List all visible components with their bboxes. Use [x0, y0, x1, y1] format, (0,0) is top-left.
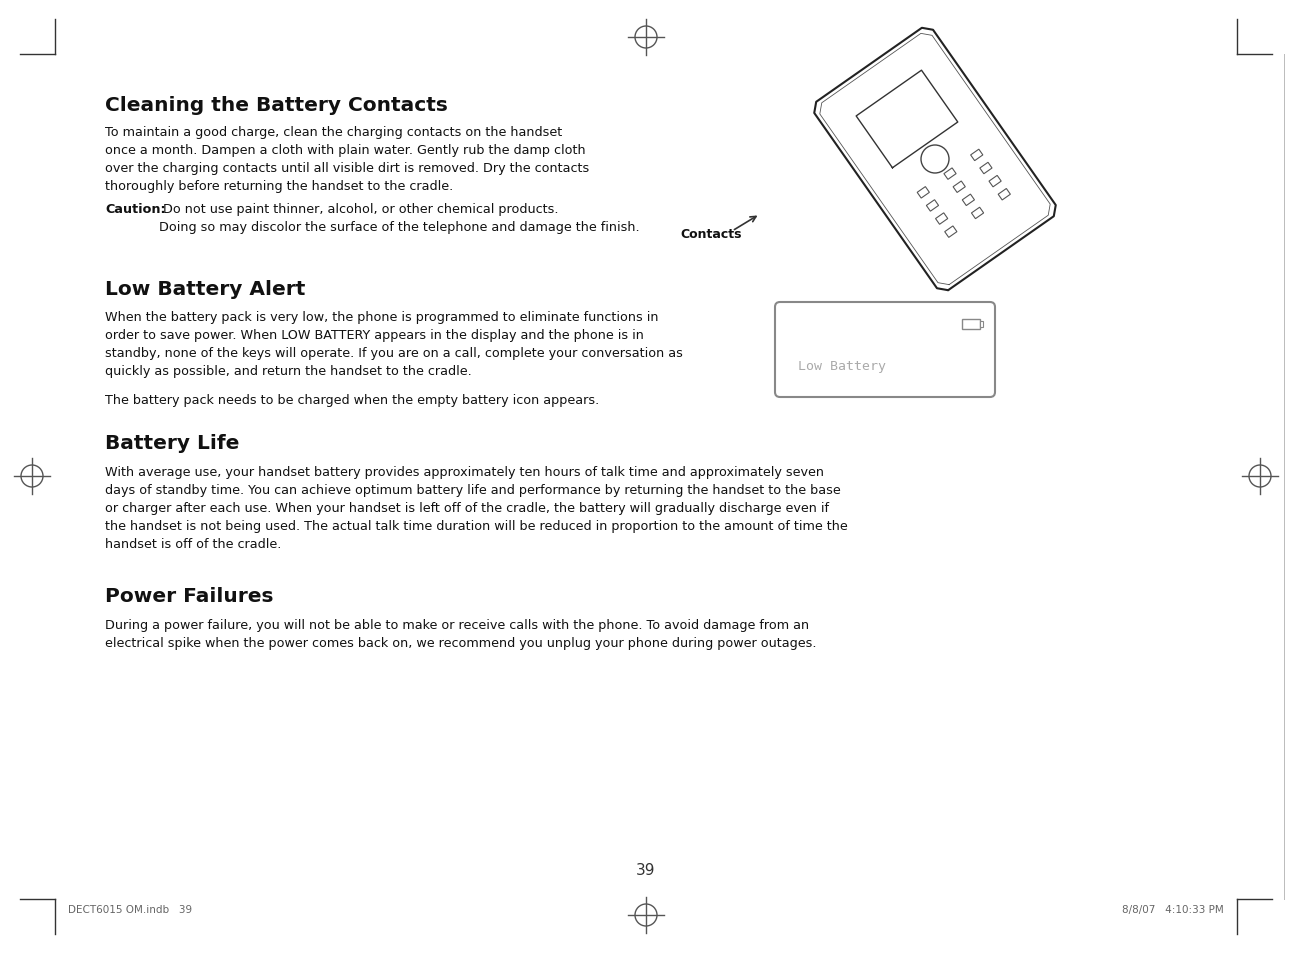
Bar: [953, 182, 965, 193]
Bar: [944, 169, 956, 180]
Bar: [935, 213, 948, 225]
Bar: [972, 208, 983, 219]
Text: Low Battery: Low Battery: [798, 359, 886, 373]
Text: Low Battery Alert: Low Battery Alert: [105, 280, 305, 298]
Text: Contacts: Contacts: [680, 228, 742, 241]
Text: 8/8/07   4:10:33 PM: 8/8/07 4:10:33 PM: [1123, 904, 1224, 914]
Text: 39: 39: [636, 862, 656, 877]
Bar: [979, 163, 992, 174]
Text: Power Failures: Power Failures: [105, 586, 274, 605]
Text: Caution:: Caution:: [105, 203, 165, 215]
Text: Do not use paint thinner, alcohol, or other chemical products.
Doing so may disc: Do not use paint thinner, alcohol, or ot…: [159, 203, 640, 233]
Bar: [926, 200, 938, 212]
Bar: [999, 190, 1010, 201]
Text: DECT6015 OM.indb   39: DECT6015 OM.indb 39: [68, 904, 193, 914]
Bar: [970, 150, 983, 161]
Bar: [917, 188, 929, 199]
Text: Battery Life: Battery Life: [105, 434, 239, 453]
Bar: [963, 195, 974, 207]
Bar: [988, 176, 1001, 188]
Text: To maintain a good charge, clean the charging contacts on the handset
once a mon: To maintain a good charge, clean the cha…: [105, 126, 589, 193]
Text: During a power failure, you will not be able to make or receive calls with the p: During a power failure, you will not be …: [105, 618, 817, 649]
FancyBboxPatch shape: [963, 319, 981, 330]
Text: Cleaning the Battery Contacts: Cleaning the Battery Contacts: [105, 96, 448, 115]
Text: With average use, your handset battery provides approximately ten hours of talk : With average use, your handset battery p…: [105, 465, 848, 551]
Text: The battery pack needs to be charged when the empty battery icon appears.: The battery pack needs to be charged whe…: [105, 394, 599, 407]
Bar: [981, 322, 983, 328]
FancyBboxPatch shape: [775, 303, 995, 397]
Bar: [944, 227, 957, 238]
Text: When the battery pack is very low, the phone is programmed to eliminate function: When the battery pack is very low, the p…: [105, 311, 683, 377]
